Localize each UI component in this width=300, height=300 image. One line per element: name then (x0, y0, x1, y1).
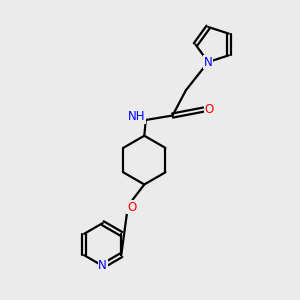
Text: N: N (98, 260, 107, 272)
Text: NH: NH (128, 110, 146, 124)
Text: O: O (205, 103, 214, 116)
Text: N: N (204, 56, 213, 68)
Text: O: O (127, 201, 136, 214)
